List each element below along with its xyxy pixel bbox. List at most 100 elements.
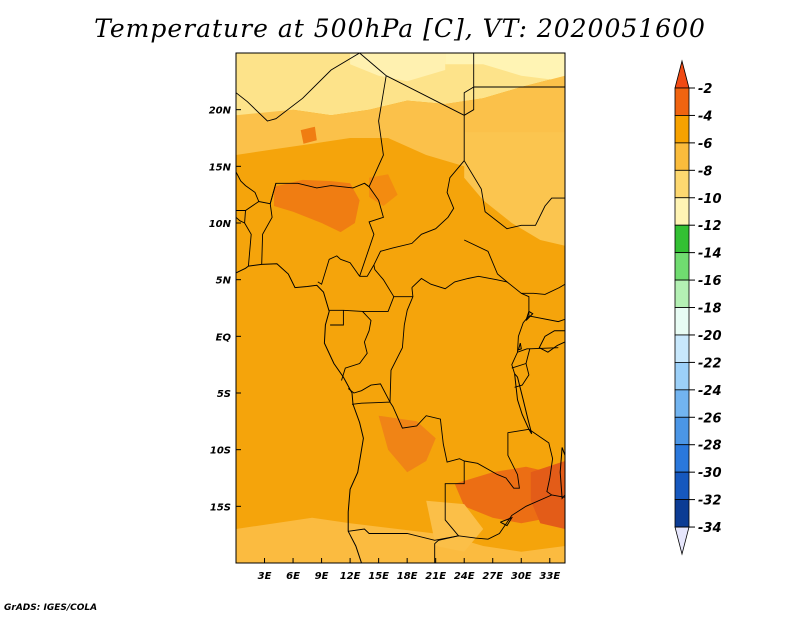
colorbar-swatch [674,87,690,116]
colorbar-label: -30 [698,466,722,481]
field-region-palest-core-north [350,53,446,82]
temperature-field [236,53,565,563]
y-tick-label: 5N [216,276,232,287]
border-9 [511,292,530,374]
colorbar-label: -20 [698,329,722,344]
colorbar-swatch [674,142,690,171]
x-tick-label: 30E [511,571,532,582]
border-13 [511,363,527,369]
field-region-chad-warm [369,174,398,206]
x-tick-label: 6E [286,571,300,582]
coastline-0 [236,265,249,274]
colorbar-swatch [674,224,690,254]
border-1 [359,53,387,77]
colorbar-label: -34 [698,521,722,536]
border-3 [359,75,465,277]
colorbar: -2 -4 -6 -8 -10 -12 -14 -16 -18 -20 -22 -24 -26 -28 -3… [674,59,722,556]
field-region-mozambique-warm [530,461,565,529]
x-tick-label: 9E [315,571,329,582]
field-region-nigeria-warm [274,179,360,233]
lake-outline-4 [525,310,534,321]
border-17 [464,428,529,489]
colorbar-label: -14 [698,247,722,262]
colorbar-swatch [674,334,690,363]
colorbar-label: -4 [698,109,712,124]
lake-outline-5 [500,516,513,527]
axes: 3E 6E 9E 12E 15E 18E 21E 24E 27E 30E 33E 20N 15N 10N 5… [209,106,561,582]
map-title: Temperature at 500hPa [C], VT: 202005160… [94,14,706,43]
colorbar-swatch [674,279,690,308]
border-26 [317,255,360,285]
border-24 [341,311,372,381]
border-16 [351,401,465,537]
field-region-north-sahara-cool [236,53,565,121]
field-region-niger-warm-spot [300,126,317,144]
colorbar-swatch [674,361,690,391]
colorbar-label: -6 [698,137,712,152]
colorbar-label: -22 [698,356,722,371]
colorbar-swatch [674,169,690,199]
colorbar-bottom-arrow [674,526,690,556]
field-region-north-east-pale [445,53,565,82]
border-27 [261,182,384,277]
border-7 [463,160,565,230]
border-4 [463,53,475,116]
border-0 [236,53,360,122]
x-tick-label: 21E [425,571,446,582]
border-19 [347,383,391,403]
field-region-angola-warm [378,415,436,473]
colorbar-label: -28 [698,439,722,454]
border-23 [373,264,395,297]
colorbar-label: -2 [698,82,712,97]
border-31 [236,216,245,224]
colorbar-top-arrow [674,59,690,89]
border-10 [528,315,565,323]
colorbar-label: -32 [698,494,722,509]
y-tick-label: 5S [217,389,231,400]
colorbar-label: -12 [698,219,722,234]
colorbar-label: -24 [698,384,722,399]
x-tick-label: 18E [397,571,418,582]
y-tick-label: 20N [209,106,232,117]
border-18 [348,528,459,541]
colorbar-label: -26 [698,411,722,426]
colorbar-swatch [674,471,690,501]
border-5 [463,87,475,116]
lake-outline-1 [538,330,565,353]
colorbar-label: -10 [698,192,722,207]
colorbar-label: -16 [698,274,722,289]
border-30 [244,210,252,267]
y-tick-label: 10N [209,219,232,230]
coastline-1 [248,263,364,563]
y-tick-label: 10S [210,446,231,457]
y-tick-label: 15S [210,502,231,513]
x-tick-label: 24E [454,571,475,582]
border-21 [411,275,508,290]
colorbar-swatch [674,307,690,336]
border-15 [434,494,552,563]
colorbar-label: -8 [698,164,712,179]
colorbar-label: -18 [698,302,722,317]
border-29 [236,171,260,202]
colorbar-swatch [674,115,690,144]
x-tick-label: 27E [482,571,503,582]
x-tick-label: 33E [539,571,560,582]
x-tick-label: 12E [340,571,361,582]
lake-outline-3 [517,342,522,351]
colorbar-swatch [674,389,690,418]
y-tick-label: EQ [216,332,232,343]
border-12 [529,347,559,350]
colorbar-swatch [674,499,690,528]
plot-frame [235,52,566,564]
y-tick-label: 15N [209,162,232,173]
credit-label: GrADS: IGES/COLA [4,603,98,613]
border-25 [330,310,344,326]
colorbar-swatch [674,416,690,446]
country-boundaries [236,53,565,563]
colorbar-swatch [674,252,690,281]
colorbar-swatch [674,197,690,226]
x-tick-label: 3E [258,571,272,582]
colorbar-swatch [674,444,690,473]
field-region-southwest-cool [236,517,565,563]
